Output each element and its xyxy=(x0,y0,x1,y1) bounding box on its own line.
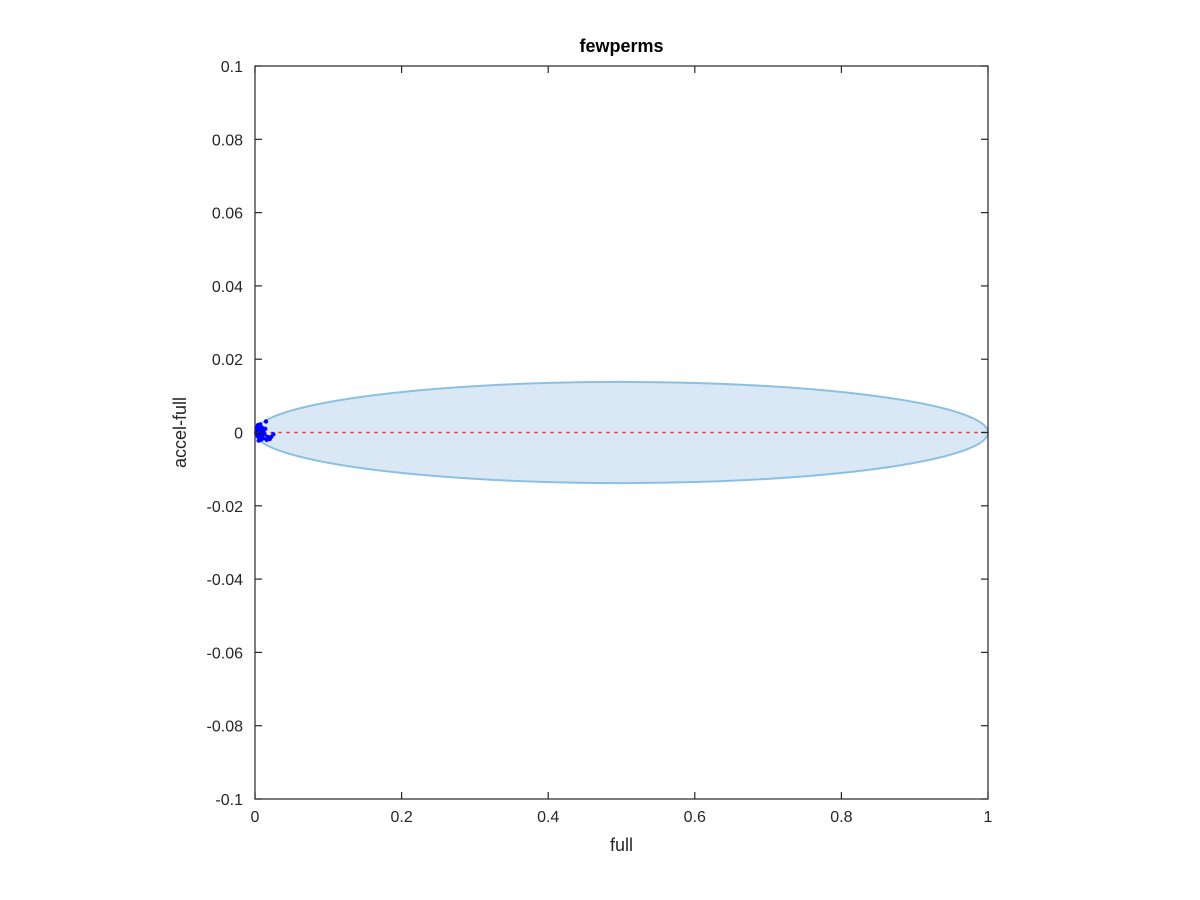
y-tick-label: -0.1 xyxy=(215,792,243,809)
x-tick-label: 0 xyxy=(251,809,260,826)
chart-title: fewperms xyxy=(579,36,663,56)
data-point xyxy=(260,436,266,441)
y-tick-label: 0 xyxy=(234,426,243,443)
y-axis-label: accel-full xyxy=(170,397,190,468)
data-point xyxy=(263,426,268,432)
confidence-ellipse xyxy=(254,380,989,485)
x-tick-label: 0.8 xyxy=(830,809,852,826)
y-tick-label: -0.08 xyxy=(207,719,244,736)
y-tick-label: 0.02 xyxy=(212,352,243,369)
y-tick-label: -0.02 xyxy=(207,499,244,516)
x-tick-label: 0.4 xyxy=(537,809,559,826)
y-tick-label: 0.08 xyxy=(212,132,243,149)
data-point xyxy=(263,419,269,424)
x-tick-label: 0.2 xyxy=(390,809,412,826)
x-axis-label: full xyxy=(610,835,633,855)
x-tick-label: 0.6 xyxy=(684,809,706,826)
axes-box xyxy=(254,65,989,800)
data-point xyxy=(268,434,274,440)
y-tick-label: 0.04 xyxy=(212,279,243,296)
y-tick-label: -0.04 xyxy=(207,572,244,589)
y-tick-label: 0.06 xyxy=(212,206,243,223)
data-point xyxy=(254,425,260,430)
y-tick-label: -0.06 xyxy=(207,645,244,662)
x-tick-label: 1 xyxy=(984,809,993,826)
y-tick-label: 0.1 xyxy=(221,59,243,76)
data-point xyxy=(262,431,267,437)
